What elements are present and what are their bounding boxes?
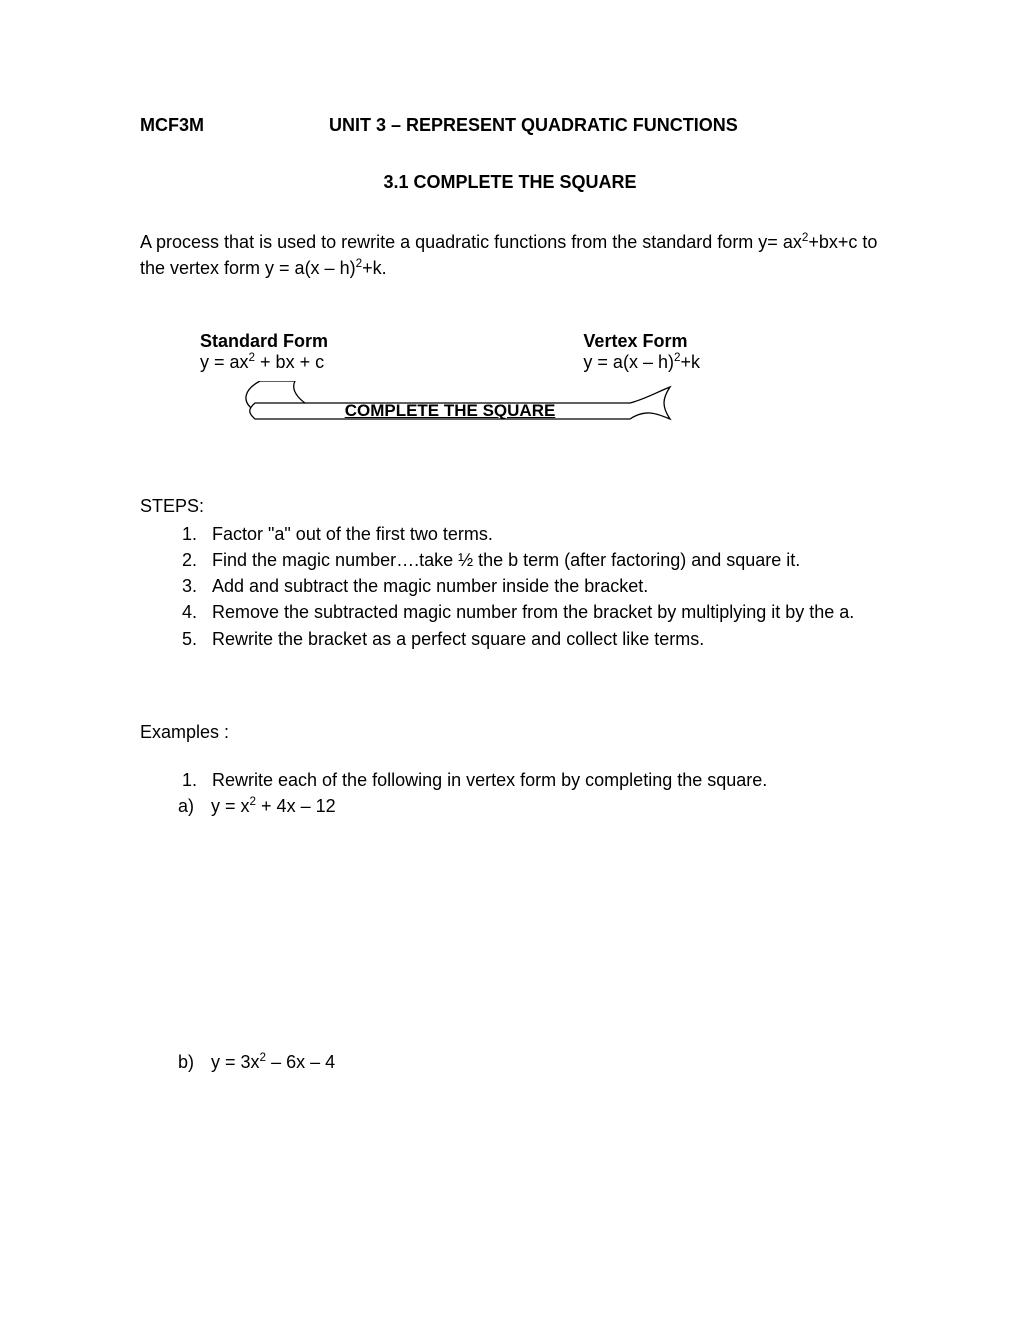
vertex-form-col: Vertex Form y = a(x – h)2+k [583,331,700,373]
vertex-form-equation: y = a(x – h)2+k [583,352,700,373]
step-item: Add and subtract the magic number inside… [202,573,880,599]
vertex-eq-suffix: +k [680,352,700,372]
standard-form-equation: y = ax2 + bx + c [200,352,328,373]
workspace-gap [140,819,880,1049]
forms-row: Standard Form y = ax2 + bx + c Vertex Fo… [200,331,700,373]
course-code: MCF3M [140,115,204,135]
example-b-suffix: – 6x – 4 [266,1052,335,1072]
forms-diagram: Standard Form y = ax2 + bx + c Vertex Fo… [200,331,700,441]
example-a-prefix: y = x [211,796,250,816]
step-item: Rewrite the bracket as a perfect square … [202,626,880,652]
examples-list: Rewrite each of the following in vertex … [178,767,880,793]
step-item: Remove the subtracted magic number from … [202,599,880,625]
unit-title: UNIT 3 – REPRESENT QUADRATIC FUNCTIONS [329,115,738,135]
header-line: MCF3M UNIT 3 – REPRESENT QUADRATIC FUNCT… [140,115,880,136]
standard-eq-prefix: y = ax [200,352,249,372]
example-a: a) y = x2 + 4x – 12 [178,793,880,819]
example-prompt: Rewrite each of the following in vertex … [202,767,880,793]
example-a-suffix: + 4x – 12 [256,796,336,816]
example-b: b) y = 3x2 – 6x – 4 [178,1049,880,1075]
standard-eq-suffix: + bx + c [255,352,324,372]
standard-form-col: Standard Form y = ax2 + bx + c [200,331,328,373]
intro-text-1: A process that is used to rewrite a quad… [140,232,802,252]
example-a-label: a) [178,793,206,819]
arrow-band: COMPLETE THE SQUARE [200,381,700,441]
steps-heading: STEPS: [140,496,880,517]
vertex-form-label: Vertex Form [583,331,700,352]
standard-form-label: Standard Form [200,331,328,352]
vertex-eq-prefix: y = a(x – h) [583,352,674,372]
complete-the-square-label: COMPLETE THE SQUARE [345,401,556,421]
examples-heading: Examples : [140,722,880,743]
intro-paragraph: A process that is used to rewrite a quad… [140,229,880,281]
example-b-prefix: y = 3x [211,1052,260,1072]
section-title: 3.1 COMPLETE THE SQUARE [140,172,880,193]
page-container: MCF3M UNIT 3 – REPRESENT QUADRATIC FUNCT… [0,0,1020,1075]
step-item: Find the magic number….take ½ the b term… [202,547,880,573]
example-b-label: b) [178,1049,206,1075]
intro-text-3: +k. [362,258,387,278]
steps-list: Factor "a" out of the first two terms. F… [178,521,880,651]
step-item: Factor "a" out of the first two terms. [202,521,880,547]
